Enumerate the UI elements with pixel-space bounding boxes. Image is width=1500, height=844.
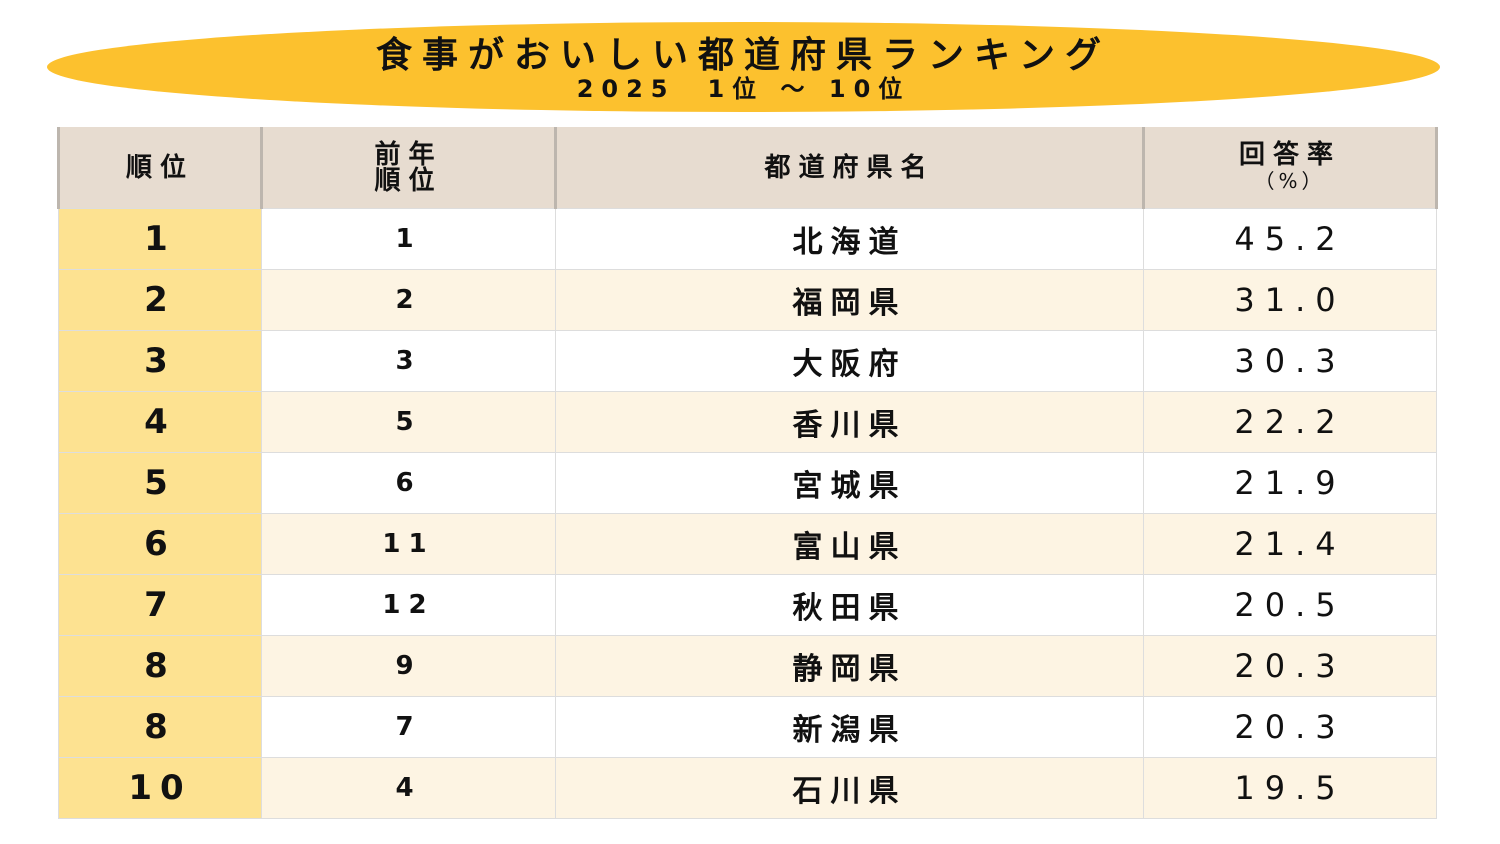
rank-cell: 5 <box>58 452 262 514</box>
prev-rank-cell: 5 <box>261 391 556 453</box>
header-rank: 順位 <box>57 127 263 209</box>
table-row: 2 2 福岡県 31.0 <box>58 269 1437 331</box>
header-rate-line1: 回答率 <box>1238 139 1341 170</box>
rank-cell: 10 <box>58 757 262 819</box>
header-rate: 回答率 （%） <box>1142 127 1438 209</box>
header-rate-line2: （%） <box>1254 168 1326 193</box>
prefecture-cell: 福岡県 <box>555 269 1144 331</box>
page-subtitle: 2025 1位 ～ 10位 <box>576 75 911 103</box>
rate-cell: 19.5 <box>1143 757 1437 819</box>
table-row: 10 4 石川県 19.5 <box>58 757 1437 819</box>
rate-cell: 20.3 <box>1143 696 1437 758</box>
table-row: 5 6 宮城県 21.9 <box>58 452 1437 514</box>
header-prev-line2: 順位 <box>374 165 443 196</box>
header-prefecture: 都道府県名 <box>554 127 1145 209</box>
prev-rank-cell: 6 <box>261 452 556 514</box>
prev-rank-cell: 3 <box>261 330 556 392</box>
rate-cell: 20.5 <box>1143 574 1437 636</box>
prev-rank-cell: 1 <box>261 208 556 270</box>
page-title: 食事がおいしい都道府県ランキング <box>376 35 1111 76</box>
rate-cell: 30.3 <box>1143 330 1437 392</box>
title-banner: 食事がおいしい都道府県ランキング 2025 1位 ～ 10位 <box>47 22 1440 112</box>
rank-cell: 1 <box>58 208 262 270</box>
header-prefecture-label: 都道府県名 <box>764 152 935 183</box>
rank-cell: 8 <box>58 696 262 758</box>
prev-rank-cell: 2 <box>261 269 556 331</box>
prefecture-cell: 大阪府 <box>555 330 1144 392</box>
prev-rank-cell: 4 <box>261 757 556 819</box>
prev-rank-cell: 12 <box>261 574 556 636</box>
rate-cell: 21.4 <box>1143 513 1437 575</box>
rank-cell: 2 <box>58 269 262 331</box>
rate-cell: 20.3 <box>1143 635 1437 697</box>
rank-cell: 3 <box>58 330 262 392</box>
table-row: 8 9 静岡県 20.3 <box>58 635 1437 697</box>
prefecture-cell: 静岡県 <box>555 635 1144 697</box>
rate-cell: 31.0 <box>1143 269 1437 331</box>
prev-rank-cell: 9 <box>261 635 556 697</box>
header-prev-rank: 前年 順位 <box>260 127 557 209</box>
table-row: 3 3 大阪府 30.3 <box>58 330 1437 392</box>
ranking-table: 順位 前年 順位 都道府県名 回答率 （%） 1 1 北海道 45.2 2 2 福岡県 31.0 3… <box>57 127 1438 819</box>
prefecture-cell: 香川県 <box>555 391 1144 453</box>
table-row: 6 11 富山県 21.4 <box>58 513 1437 575</box>
prev-rank-cell: 7 <box>261 696 556 758</box>
prefecture-cell: 新潟県 <box>555 696 1144 758</box>
header-prev-line1: 前年 <box>374 139 443 170</box>
table-row: 1 1 北海道 45.2 <box>58 208 1437 270</box>
table-header-row: 順位 前年 順位 都道府県名 回答率 （%） <box>57 127 1438 209</box>
prev-rank-cell: 11 <box>261 513 556 575</box>
table-row: 4 5 香川県 22.2 <box>58 391 1437 453</box>
table-row: 7 12 秋田県 20.5 <box>58 574 1437 636</box>
rate-cell: 21.9 <box>1143 452 1437 514</box>
prefecture-cell: 富山県 <box>555 513 1144 575</box>
prefecture-cell: 石川県 <box>555 757 1144 819</box>
rank-cell: 4 <box>58 391 262 453</box>
prefecture-cell: 北海道 <box>555 208 1144 270</box>
prefecture-cell: 秋田県 <box>555 574 1144 636</box>
rate-cell: 45.2 <box>1143 208 1437 270</box>
rate-cell: 22.2 <box>1143 391 1437 453</box>
rank-cell: 7 <box>58 574 262 636</box>
header-rank-label: 順位 <box>125 152 194 183</box>
rank-cell: 8 <box>58 635 262 697</box>
table-row: 8 7 新潟県 20.3 <box>58 696 1437 758</box>
prefecture-cell: 宮城県 <box>555 452 1144 514</box>
rank-cell: 6 <box>58 513 262 575</box>
